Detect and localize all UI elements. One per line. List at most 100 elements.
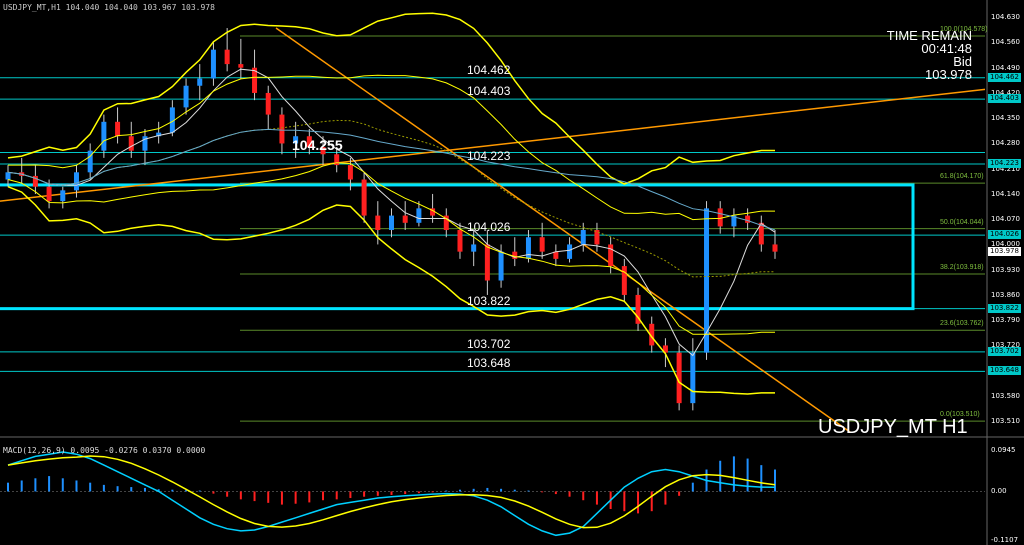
price-tag: 103.978 bbox=[988, 247, 1021, 257]
band-inner-upper-line bbox=[8, 74, 775, 221]
candle-body bbox=[156, 132, 162, 137]
price-tag: 104.223 bbox=[988, 159, 1021, 168]
candle-body bbox=[265, 92, 271, 115]
symbol-watermark: USDJPY_MT H1 bbox=[818, 416, 968, 438]
candle-body bbox=[745, 215, 751, 223]
candle-body bbox=[553, 251, 559, 259]
candle-body bbox=[512, 251, 518, 259]
fib-label-1: 61.8(104.170) bbox=[940, 173, 984, 181]
candle-body bbox=[347, 165, 353, 180]
candle-body bbox=[457, 230, 463, 252]
candle-body bbox=[128, 136, 134, 151]
candle-body bbox=[279, 114, 285, 144]
macd-axis: 0.0945 0.00 -0.1107 bbox=[988, 437, 1024, 545]
bid-value: 103.978 bbox=[925, 67, 972, 82]
fib-label-3: 38.2(103.918) bbox=[940, 264, 984, 272]
macd-tick: -0.1107 bbox=[991, 536, 1019, 544]
fib-label-0: 100.0(104.578) bbox=[940, 25, 988, 33]
candle-body bbox=[525, 237, 531, 259]
price-tag: 104.462 bbox=[988, 72, 1021, 82]
price-tick: 104.490 bbox=[991, 63, 1020, 72]
level-label-3: 104.223 bbox=[467, 149, 511, 163]
price-tick: 103.580 bbox=[991, 391, 1020, 400]
price-tick: 104.070 bbox=[991, 215, 1020, 224]
candle-body bbox=[635, 294, 641, 324]
trend-line-down bbox=[275, 27, 851, 433]
price-tick: 103.720 bbox=[991, 341, 1020, 350]
fib-label-4: 23.6(103.762) bbox=[940, 320, 984, 328]
candle-body bbox=[539, 237, 545, 252]
candle-body bbox=[238, 64, 244, 68]
candle-body bbox=[334, 154, 340, 166]
price-tick: 104.420 bbox=[991, 88, 1020, 97]
level-label-1: 104.403 bbox=[467, 84, 511, 99]
band-lower-line bbox=[7, 186, 775, 395]
candle-body bbox=[169, 107, 175, 133]
candle-body bbox=[772, 244, 778, 252]
candle-body bbox=[416, 208, 422, 223]
candle-body bbox=[375, 215, 381, 231]
level-label-2: 104.255 bbox=[292, 137, 343, 154]
candle-body bbox=[704, 208, 710, 353]
candle-body bbox=[46, 186, 52, 202]
candle-body bbox=[293, 136, 299, 144]
candle-body bbox=[402, 215, 408, 223]
price-tick: 103.930 bbox=[991, 265, 1020, 274]
candle-body bbox=[731, 215, 737, 227]
price-tag: 103.648 bbox=[988, 366, 1021, 376]
candle-body bbox=[690, 352, 696, 404]
fib-label-2: 50.0(104.044) bbox=[940, 218, 984, 226]
price-tick: 103.510 bbox=[991, 417, 1020, 426]
candle-body bbox=[306, 136, 312, 148]
candle-body bbox=[484, 244, 490, 281]
price-tick: 104.350 bbox=[991, 114, 1020, 123]
price-tag: 104.403 bbox=[988, 94, 1021, 104]
candle-body bbox=[649, 323, 655, 346]
candle-body bbox=[498, 251, 504, 281]
candle-body bbox=[101, 121, 107, 151]
candle-body bbox=[197, 78, 203, 86]
candle-body bbox=[5, 172, 11, 180]
fib-label-5: 0.0(103.510) bbox=[940, 411, 980, 419]
level-label-7: 103.648 bbox=[467, 356, 511, 371]
level-label-4: 104.026 bbox=[467, 220, 511, 235]
time-remain-title: TIME REMAIN bbox=[886, 28, 972, 43]
candle-body bbox=[608, 244, 614, 267]
macd-tick: 0.0945 bbox=[991, 446, 1016, 454]
candle-body bbox=[224, 49, 230, 65]
price-tick: 104.140 bbox=[991, 189, 1020, 198]
price-tick: 104.560 bbox=[991, 38, 1020, 47]
candle-body bbox=[183, 85, 189, 108]
candle-body bbox=[210, 49, 216, 79]
candle-body bbox=[87, 150, 93, 173]
ma-slow-line bbox=[7, 128, 776, 231]
bid-label: Bid bbox=[953, 54, 972, 69]
candle-body bbox=[471, 244, 477, 252]
price-tick: 104.280 bbox=[991, 139, 1020, 148]
range-box bbox=[0, 183, 915, 311]
price-tick: 103.860 bbox=[991, 290, 1020, 299]
time-remain-value: 00:41:48 bbox=[921, 41, 972, 56]
symbol-info: USDJPY_MT,H1 104.040 104.040 103.967 103… bbox=[3, 3, 215, 12]
candle-body bbox=[115, 121, 121, 137]
macd-main-line bbox=[7, 455, 776, 529]
candle-body bbox=[662, 345, 668, 353]
candle-body bbox=[32, 175, 38, 187]
candle-body bbox=[73, 172, 79, 191]
candle-body bbox=[142, 136, 148, 151]
price-tick: 104.000 bbox=[991, 240, 1020, 249]
candle-body bbox=[717, 208, 723, 227]
candle-body bbox=[567, 244, 573, 259]
price-tick: 104.210 bbox=[991, 164, 1020, 173]
level-label-6: 103.702 bbox=[467, 336, 511, 351]
price-tick: 103.790 bbox=[991, 316, 1020, 325]
band-inner-lower-line bbox=[7, 162, 775, 335]
candle-body bbox=[676, 352, 682, 404]
candle-body bbox=[443, 215, 449, 231]
candle-body bbox=[621, 266, 627, 295]
price-tag: 104.026 bbox=[988, 230, 1021, 240]
candle-body bbox=[580, 230, 586, 245]
macd-label: MACD(12,26,9) 0.0095 -0.0276 0.0370 0.00… bbox=[3, 446, 206, 455]
